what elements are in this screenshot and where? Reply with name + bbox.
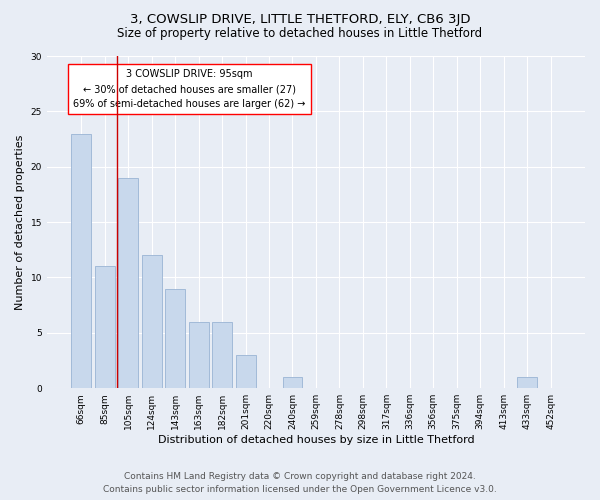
Text: Size of property relative to detached houses in Little Thetford: Size of property relative to detached ho… [118,28,482,40]
Y-axis label: Number of detached properties: Number of detached properties [15,134,25,310]
Text: 3 COWSLIP DRIVE: 95sqm
← 30% of detached houses are smaller (27)
69% of semi-det: 3 COWSLIP DRIVE: 95sqm ← 30% of detached… [73,70,305,109]
Bar [212,322,232,388]
Text: 3, COWSLIP DRIVE, LITTLE THETFORD, ELY, CB6 3JD: 3, COWSLIP DRIVE, LITTLE THETFORD, ELY, … [130,12,470,26]
X-axis label: Distribution of detached houses by size in Little Thetford: Distribution of detached houses by size … [158,435,474,445]
Bar [188,322,209,388]
Bar [142,256,162,388]
Bar [165,288,185,388]
Bar [236,355,256,388]
Bar [71,134,91,388]
Text: Contains HM Land Registry data © Crown copyright and database right 2024.
Contai: Contains HM Land Registry data © Crown c… [103,472,497,494]
Bar [95,266,115,388]
Bar [118,178,138,388]
Bar [517,377,537,388]
Bar [283,377,302,388]
